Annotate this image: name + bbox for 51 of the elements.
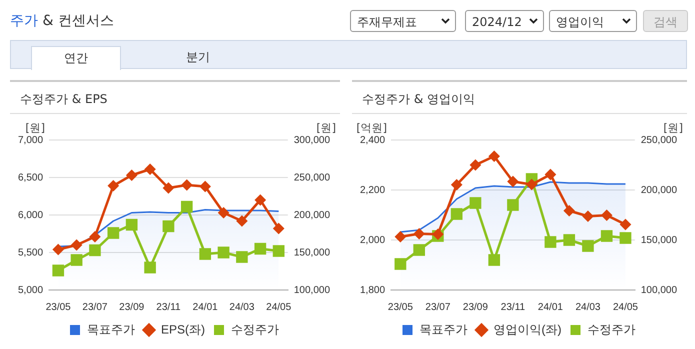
x-tick-label: 24/01 [192, 302, 218, 313]
legend-label: 영업이익(좌) [494, 322, 562, 336]
y2-tick-label: 150,000 [294, 247, 330, 258]
y2-tick-label: 200,000 [640, 184, 678, 196]
y2-axis-title: [원] [663, 121, 683, 134]
y2-tick-label: 250,000 [640, 134, 678, 146]
y-tick-label: 1,800 [360, 284, 386, 296]
x-tick-label: 23/11 [500, 302, 526, 313]
x-tick-label: 24/03 [575, 302, 601, 313]
y-axis-title: [억원] [356, 121, 388, 134]
y-tick-label: 2,200 [360, 184, 386, 196]
legend-label: 목표주가 [420, 322, 468, 336]
x-tick-label: 23/07 [425, 302, 451, 313]
y-tick-label: 2,000 [360, 234, 386, 246]
text: 검색 [643, 10, 688, 32]
legend-label: 목표주가 [87, 322, 135, 336]
x-tick-label: 23/11 [156, 302, 182, 313]
y-tick-label: 7,000 [18, 134, 44, 146]
y2-tick-label: 150,000 [640, 234, 678, 246]
y-tick-label: 5,000 [18, 284, 44, 296]
x-tick-label: 23/07 [82, 302, 108, 313]
text: 주가 & 컨센서스 [10, 13, 114, 29]
legend-label: EPS(좌) [161, 322, 206, 336]
y2-tick-label: 250,000 [294, 172, 330, 184]
x-tick-label: 24/03 [229, 302, 255, 313]
text: 영업이익 [556, 15, 604, 29]
x-tick-label: 24/05 [266, 302, 292, 313]
x-tick-label: 23/09 [462, 302, 488, 313]
y2-tick-label: 300,000 [294, 134, 330, 146]
text: 주재무제표 [357, 15, 417, 29]
y-tick-label: 6,000 [18, 210, 44, 221]
y-tick-label: 5,500 [18, 247, 44, 258]
chart-title: 수정주가 & 영업이익 [362, 91, 475, 108]
y-tick-label: 2,400 [360, 134, 386, 146]
text: 연간 [31, 46, 121, 70]
y2-tick-label: 200,000 [294, 210, 330, 221]
text: 2024/12 [472, 15, 522, 29]
x-tick-label: 24/05 [612, 302, 638, 313]
x-tick-label: 23/05 [46, 302, 72, 313]
text: 분기 [185, 49, 211, 66]
y2-axis-title: [원] [316, 121, 336, 134]
x-tick-label: 24/01 [538, 302, 564, 313]
x-tick-label: 23/05 [388, 302, 414, 313]
chart-title: 수정주가 & EPS [20, 91, 108, 108]
y2-tick-label: 100,000 [294, 284, 330, 296]
legend-label: 수정주가 [231, 322, 279, 336]
y-axis-title: [원] [25, 121, 46, 134]
y-tick-label: 6,500 [18, 172, 44, 184]
legend-label: 수정주가 [587, 322, 636, 336]
y2-tick-label: 100,000 [640, 284, 678, 296]
x-tick-label: 23/09 [119, 302, 145, 313]
